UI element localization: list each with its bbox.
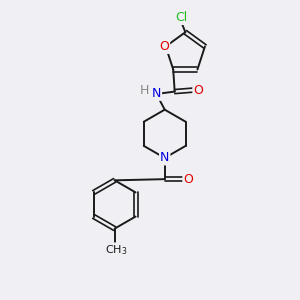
Text: N: N xyxy=(152,87,161,100)
Text: H: H xyxy=(140,84,149,97)
Text: CH$_3$: CH$_3$ xyxy=(105,243,127,257)
Text: N: N xyxy=(160,152,169,164)
Text: Cl: Cl xyxy=(175,11,187,24)
Text: O: O xyxy=(193,84,203,97)
Text: O: O xyxy=(159,40,169,53)
Text: O: O xyxy=(183,172,193,186)
